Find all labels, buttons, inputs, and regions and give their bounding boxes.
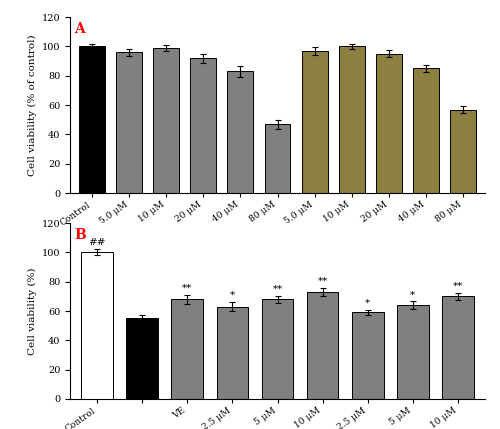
Text: B: B (74, 228, 86, 242)
Bar (397, 305, 428, 399)
Bar (154, 48, 180, 193)
Text: *: * (230, 291, 235, 300)
Bar (126, 318, 158, 399)
Text: **: ** (318, 276, 328, 285)
Bar (376, 54, 402, 193)
Text: *: * (410, 290, 416, 299)
Bar (450, 109, 475, 193)
Bar (412, 69, 438, 193)
Text: ##: ## (88, 238, 106, 247)
Bar (442, 296, 474, 399)
Y-axis label: Cell viability (%): Cell viability (%) (28, 267, 38, 355)
Text: **: ** (272, 284, 282, 293)
Bar (228, 71, 254, 193)
Bar (216, 307, 248, 399)
Y-axis label: Cell viability (% of control): Cell viability (% of control) (28, 34, 38, 176)
Bar (116, 52, 142, 193)
Bar (307, 292, 338, 399)
Bar (302, 51, 328, 193)
Bar (190, 58, 216, 193)
Text: A: A (74, 22, 85, 36)
Text: 5f: 5f (198, 254, 208, 263)
Bar (338, 46, 364, 193)
Bar (172, 299, 203, 399)
Bar (82, 252, 113, 399)
Text: 7k: 7k (382, 254, 395, 263)
Bar (262, 299, 294, 399)
Text: **: ** (182, 284, 192, 293)
Bar (264, 124, 290, 193)
Text: *: * (365, 298, 370, 307)
Bar (80, 46, 105, 193)
Text: **: ** (453, 281, 463, 290)
Bar (352, 312, 384, 399)
